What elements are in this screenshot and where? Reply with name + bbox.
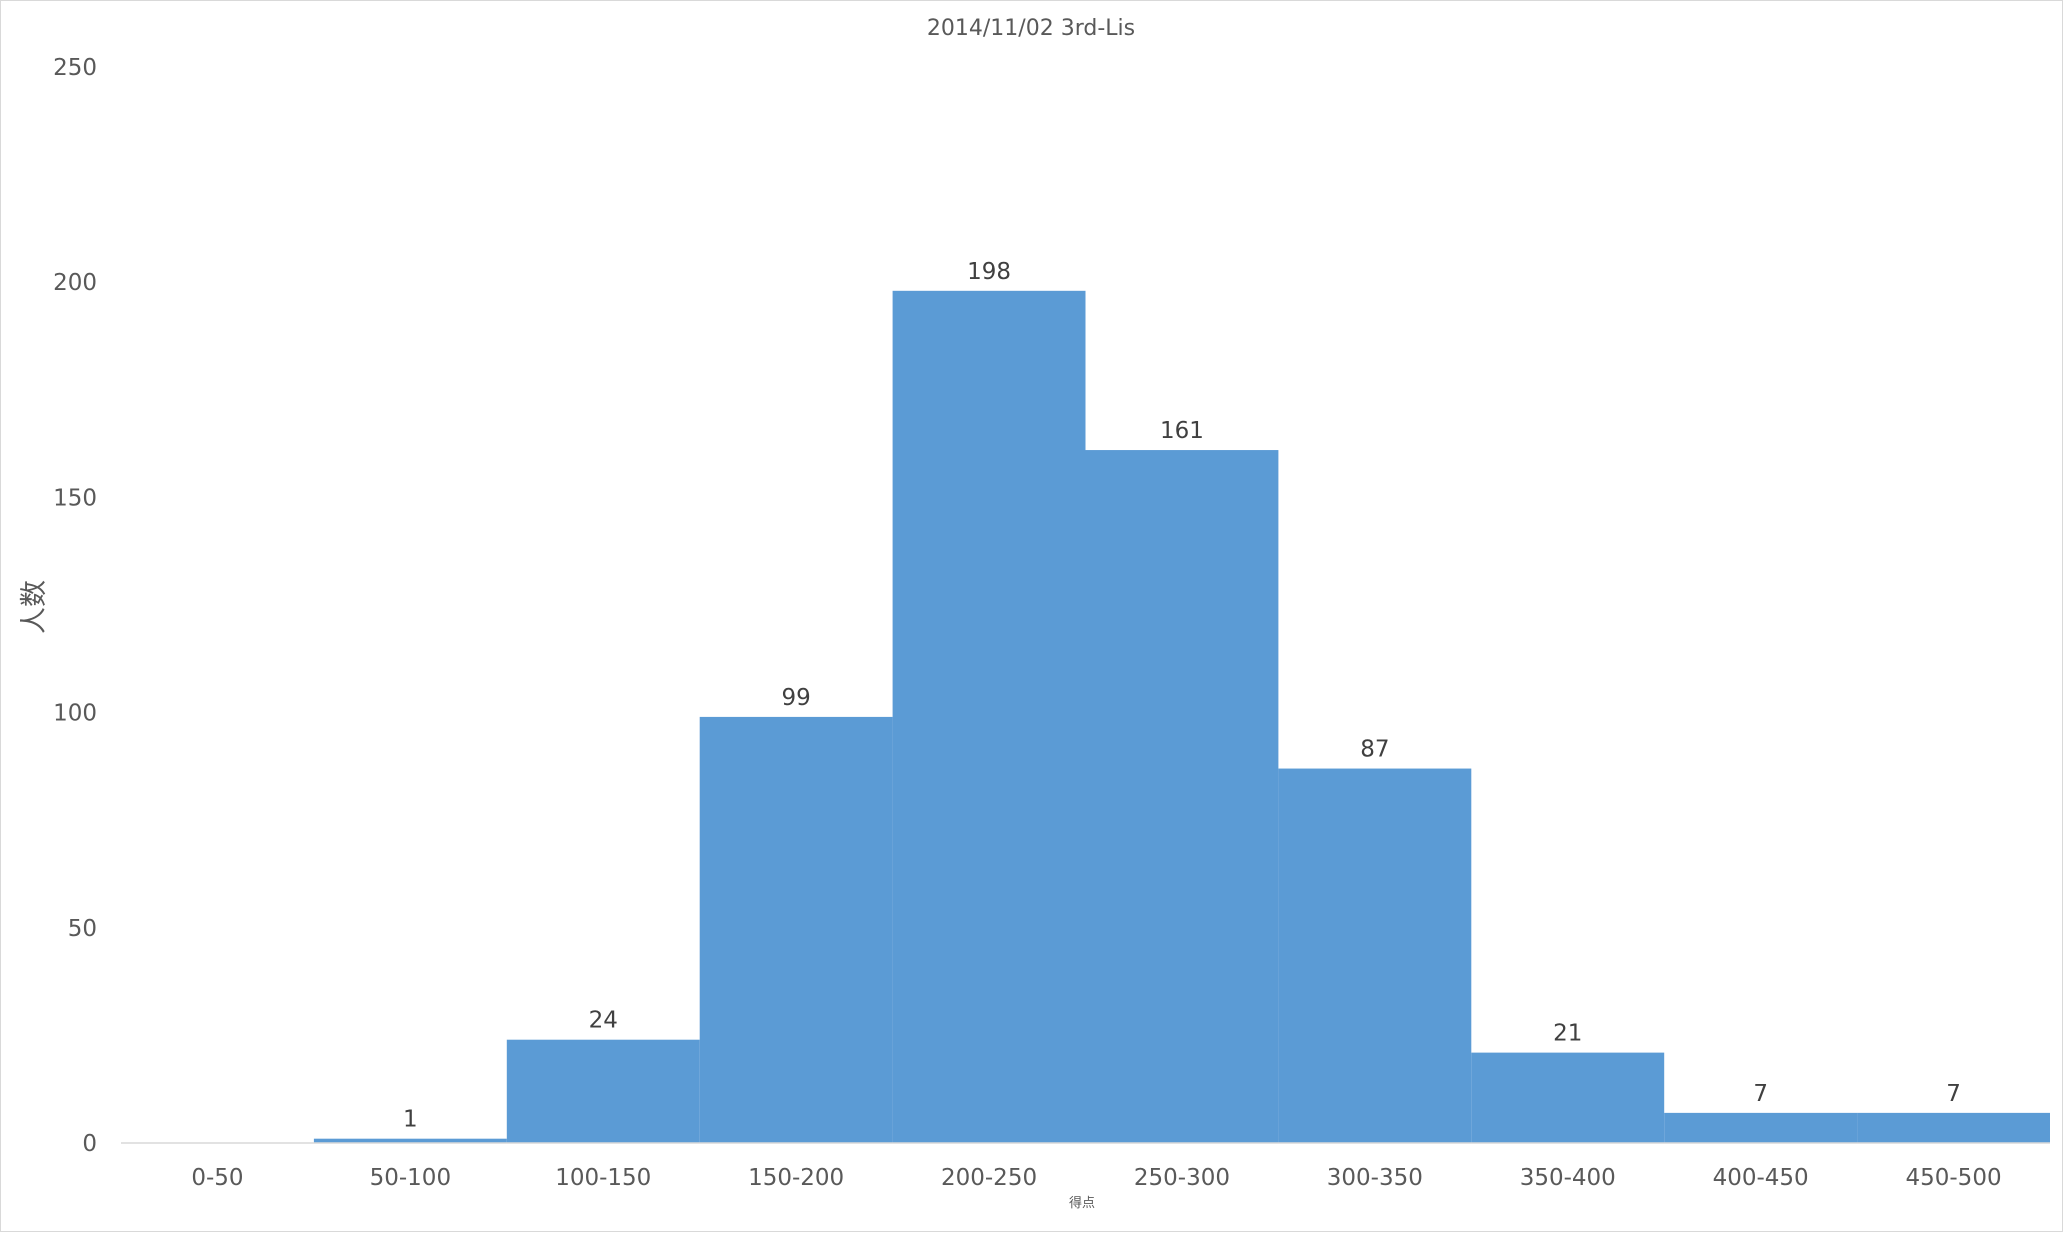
chart-title: 2014/11/02 3rd-Lis [927,16,1135,41]
x-tick-label: 300-350 [1327,1165,1423,1191]
x-tick-label: 0-50 [191,1165,243,1191]
y-axis-ticks: 0 50 100 150 200 250 [53,55,97,1157]
y-tick-label: 0 [82,1131,97,1157]
y-tick-label: 250 [53,55,97,81]
x-tick-label: 400-450 [1713,1165,1809,1191]
data-label: 198 [967,259,1011,285]
y-tick-label: 200 [53,270,97,296]
y-tick-label: 100 [53,701,97,727]
bar-50-100 [313,1138,507,1143]
data-label: 87 [1360,737,1389,763]
bar-250-300 [1085,450,1279,1143]
bars-group [313,290,2050,1144]
x-axis-title: 得点 [1069,1195,1095,1211]
y-axis-title: 人数 [19,580,50,634]
data-label: 21 [1553,1021,1582,1047]
data-label: 7 [1753,1081,1768,1107]
bar-200-250 [892,290,1086,1144]
x-tick-label: 450-500 [1905,1165,2001,1191]
data-label: 7 [1946,1081,1961,1107]
x-tick-label: 50-100 [370,1165,451,1191]
bar-450-500 [1857,1112,2050,1143]
data-label: 99 [782,685,811,711]
bar-400-450 [1664,1112,1858,1143]
x-axis-ticks: 0-50 50-100 100-150 150-200 200-250 250-300 30… [191,1165,2001,1191]
data-labels-group: 1 24 99 198 161 87 21 7 7 [403,259,1961,1133]
y-tick-label: 150 [53,485,97,511]
bar-100-150 [506,1039,700,1143]
bar-150-200 [699,716,893,1143]
y-tick-label: 50 [68,916,97,942]
data-label: 1 [403,1107,418,1133]
x-tick-label: 200-250 [941,1165,1037,1191]
data-label: 161 [1160,418,1204,444]
x-tick-label: 250-300 [1134,1165,1230,1191]
bar-300-350 [1278,768,1472,1143]
x-tick-label: 350-400 [1520,1165,1616,1191]
x-tick-label: 100-150 [555,1165,651,1191]
data-label: 24 [589,1008,618,1034]
x-tick-label: 150-200 [748,1165,844,1191]
bar-350-400 [1471,1052,1665,1143]
